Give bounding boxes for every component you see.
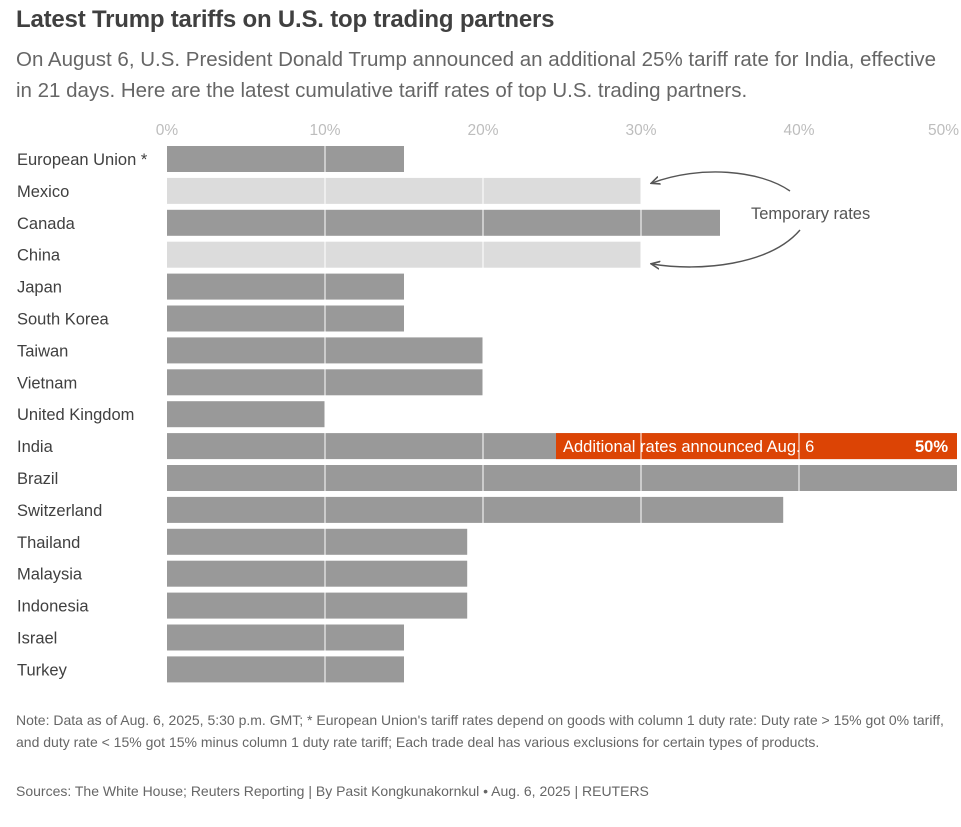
arrow-to-china xyxy=(652,229,801,267)
category-label: Thailand xyxy=(17,534,80,552)
annotation-temporary-rates: Temporary rates xyxy=(751,205,870,223)
category-label: Israel xyxy=(17,630,57,648)
arrow-to-mexico xyxy=(652,171,791,192)
x-tick-label: 40% xyxy=(783,122,814,139)
category-label: Taiwan xyxy=(17,342,68,360)
chart-subtitle: On August 6, U.S. President Donald Trump… xyxy=(16,48,937,102)
category-label: Canada xyxy=(17,215,76,233)
category-label: Vietnam xyxy=(17,374,77,392)
chart-source: Sources: The White House; Reuters Report… xyxy=(16,783,649,799)
x-tick-label: 50% xyxy=(928,122,959,139)
category-label: South Korea xyxy=(17,311,110,329)
category-label: Indonesia xyxy=(17,598,89,616)
x-tick-label: 30% xyxy=(625,122,656,139)
bars-group xyxy=(167,146,957,683)
bar-switzerland xyxy=(167,496,784,523)
category-label: India xyxy=(17,438,54,456)
bar-south-korea xyxy=(167,305,404,332)
bar-brazil xyxy=(167,465,957,491)
bar-thailand xyxy=(167,528,468,555)
category-label: China xyxy=(17,247,61,265)
bar-united-kingdom xyxy=(167,401,325,428)
bar-israel xyxy=(167,624,404,651)
x-tick-label: 10% xyxy=(309,122,340,139)
category-label: Malaysia xyxy=(17,566,83,584)
chart-title: Latest Trump tariffs on U.S. top trading… xyxy=(16,6,555,33)
category-label: European Union * xyxy=(17,151,148,169)
x-tick-label: 20% xyxy=(467,122,498,139)
tariff-bar-chart: 0% 10% 20% 30% 40% 50% European Union * Mexico C… xyxy=(17,122,959,685)
india-value-label: 50% xyxy=(915,438,948,456)
category-label: Brazil xyxy=(17,470,58,488)
bar-indonesia xyxy=(167,592,468,619)
bar-china xyxy=(167,241,641,268)
bar-european-union xyxy=(167,146,404,172)
category-label: Mexico xyxy=(17,183,69,201)
chart-note: Note: Data as of Aug. 6, 2025, 5:30 p.m.… xyxy=(16,712,944,750)
category-label: Turkey xyxy=(17,661,68,679)
additional-rates-label: Additional rates announced Aug. 6 xyxy=(563,438,814,456)
bar-mexico xyxy=(167,177,641,204)
bar-canada xyxy=(167,209,720,236)
bar-additional-india xyxy=(556,433,957,460)
category-label: United Kingdom xyxy=(17,406,134,424)
x-tick-label: 0% xyxy=(156,122,179,139)
category-label: Japan xyxy=(17,279,62,297)
bar-japan xyxy=(167,273,404,300)
category-label: Switzerland xyxy=(17,502,102,520)
bar-turkey xyxy=(167,656,404,683)
bar-malaysia xyxy=(167,560,468,587)
